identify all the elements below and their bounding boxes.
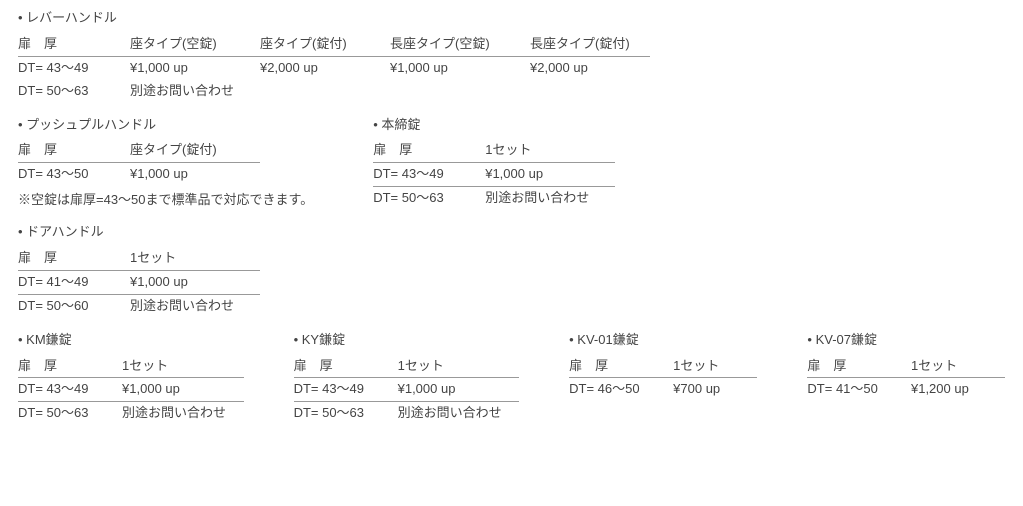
cell-dt: DT= 43〜49 [294,378,398,402]
heading-km: KM鎌錠 [18,332,244,349]
table-kv01: 扉 厚 1セット DT= 46〜50 ¥700 up [569,355,757,402]
table-header-row: 扉 厚 1セット [18,247,260,270]
table-row: DT= 50〜63 別途お問い合わせ [294,402,520,425]
col-door: 扉 厚 [18,250,57,265]
heading-doorhandle: ドアハンドル [18,224,1005,241]
table-row: DT= 43〜49 ¥1,000 up [373,163,615,187]
table-ky: 扉 厚 1セット DT= 43〜49 ¥1,000 up DT= 50〜63 別… [294,355,520,426]
cell-dt: DT= 50〜63 [294,402,398,425]
table-header-row: 扉 厚 座タイプ(空錠) 座タイプ(錠付) 長座タイプ(空錠) 長座タイプ(錠付… [18,33,650,56]
col-1set: 1セット [911,358,957,373]
col-door: 扉 厚 [18,358,57,373]
table-header-row: 扉 厚 1セット [807,355,1005,378]
table-km: 扉 厚 1セット DT= 43〜49 ¥1,000 up DT= 50〜63 別… [18,355,244,426]
table-header-row: 扉 厚 1セット [18,355,244,378]
heading-pushpull: プッシュプルハンドル [18,117,313,134]
col-seat-empty: 座タイプ(空錠) [130,36,217,51]
section-km: KM鎌錠 扉 厚 1セット DT= 43〜49 ¥1,000 up DT= 50… [18,332,244,426]
col-longseat-lock: 長座タイプ(錠付) [530,36,630,51]
table-header-row: 扉 厚 1セット [569,355,757,378]
section-doorhandle: ドアハンドル 扉 厚 1セット DT= 41〜49 ¥1,000 up DT= … [18,224,1005,318]
col-1set: 1セット [673,358,719,373]
section-honjime: 本締錠 扉 厚 1セット DT= 43〜49 ¥1,000 up DT= 50〜… [373,117,615,211]
table-lever: 扉 厚 座タイプ(空錠) 座タイプ(錠付) 長座タイプ(空錠) 長座タイプ(錠付… [18,33,650,103]
col-door: 扉 厚 [294,358,333,373]
cell-val: 別途お問い合わせ [122,402,244,425]
table-row: DT= 50〜63 別途お問い合わせ [18,80,650,103]
table-kv07: 扉 厚 1セット DT= 41〜50 ¥1,200 up [807,355,1005,402]
table-row: DT= 50〜60 別途お問い合わせ [18,294,260,317]
col-1set: 1セット [398,358,444,373]
col-door: 扉 厚 [18,142,57,157]
heading-ky: KY鎌錠 [294,332,520,349]
col-1set: 1セット [130,250,176,265]
cell-val: ¥2,000 up [530,56,650,79]
col-door: 扉 厚 [569,358,608,373]
cell-val: 別途お問い合わせ [130,80,260,103]
table-row: DT= 50〜63 別途お問い合わせ [373,187,615,210]
col-longseat-empty: 長座タイプ(空錠) [390,36,490,51]
cell-val: ¥1,000 up [130,56,260,79]
table-header-row: 扉 厚 1セット [294,355,520,378]
cell-val: ¥1,000 up [390,56,530,79]
section-lever: レバーハンドル 扉 厚 座タイプ(空錠) 座タイプ(錠付) 長座タイプ(空錠) … [18,10,1005,103]
cell-val: ¥1,000 up [130,163,260,186]
col-door: 扉 厚 [18,36,57,51]
section-kv01: KV-01鎌錠 扉 厚 1セット DT= 46〜50 ¥700 up [569,332,757,426]
cell-dt: DT= 43〜49 [18,378,122,402]
cell-val: 別途お問い合わせ [130,294,260,317]
heading-kv07: KV-07鎌錠 [807,332,1005,349]
heading-lever: レバーハンドル [18,10,1005,27]
table-header-row: 扉 厚 座タイプ(錠付) [18,139,260,162]
cell-dt: DT= 50〜63 [373,187,485,210]
section-ky: KY鎌錠 扉 厚 1セット DT= 43〜49 ¥1,000 up DT= 50… [294,332,520,426]
cell-val: ¥1,000 up [485,163,615,187]
table-row: DT= 46〜50 ¥700 up [569,378,757,401]
heading-honjime: 本締錠 [373,117,615,134]
table-header-row: 扉 厚 1セット [373,139,615,162]
table-row: DT= 43〜50 ¥1,000 up [18,163,260,186]
heading-kv01: KV-01鎌錠 [569,332,757,349]
table-honjime: 扉 厚 1セット DT= 43〜49 ¥1,000 up DT= 50〜63 別… [373,139,615,210]
cell-val: ¥1,000 up [130,270,260,294]
table-doorhandle: 扉 厚 1セット DT= 41〜49 ¥1,000 up DT= 50〜60 別… [18,247,260,318]
cell-dt: DT= 43〜50 [18,163,130,186]
section-kv07: KV-07鎌錠 扉 厚 1セット DT= 41〜50 ¥1,200 up [807,332,1005,426]
table-pushpull: 扉 厚 座タイプ(錠付) DT= 43〜50 ¥1,000 up [18,139,260,186]
col-door: 扉 厚 [373,142,412,157]
note-pushpull: ※空錠は扉厚=43〜50まで標準品で対応できます。 [18,192,313,209]
col-1set: 1セット [485,142,531,157]
table-row: DT= 41〜50 ¥1,200 up [807,378,1005,401]
col-door: 扉 厚 [807,358,846,373]
table-row: DT= 41〜49 ¥1,000 up [18,270,260,294]
cell-dt: DT= 50〜63 [18,402,122,425]
table-row: DT= 43〜49 ¥1,000 up ¥2,000 up ¥1,000 up … [18,56,650,79]
section-pushpull: プッシュプルハンドル 扉 厚 座タイプ(錠付) DT= 43〜50 ¥1,000… [18,117,313,211]
cell-dt: DT= 43〜49 [373,163,485,187]
cell-val: ¥2,000 up [260,56,390,79]
cell-dt: DT= 46〜50 [569,378,673,401]
col-seat-lock: 座タイプ(錠付) [260,36,347,51]
cell-dt: DT= 50〜60 [18,294,130,317]
cell-dt: DT= 50〜63 [18,80,130,103]
table-row: DT= 50〜63 別途お問い合わせ [18,402,244,425]
cell-val: 別途お問い合わせ [398,402,520,425]
cell-val: ¥1,200 up [911,378,1005,401]
cell-dt: DT= 43〜49 [18,56,130,79]
cell-dt: DT= 41〜50 [807,378,911,401]
cell-val: ¥700 up [673,378,757,401]
table-row: DT= 43〜49 ¥1,000 up [294,378,520,402]
cell-val: 別途お問い合わせ [485,187,615,210]
cell-dt: DT= 41〜49 [18,270,130,294]
cell-val: ¥1,000 up [122,378,244,402]
col-1set: 1セット [122,358,168,373]
table-row: DT= 43〜49 ¥1,000 up [18,378,244,402]
col-seat-lock: 座タイプ(錠付) [130,142,217,157]
cell-val: ¥1,000 up [398,378,520,402]
